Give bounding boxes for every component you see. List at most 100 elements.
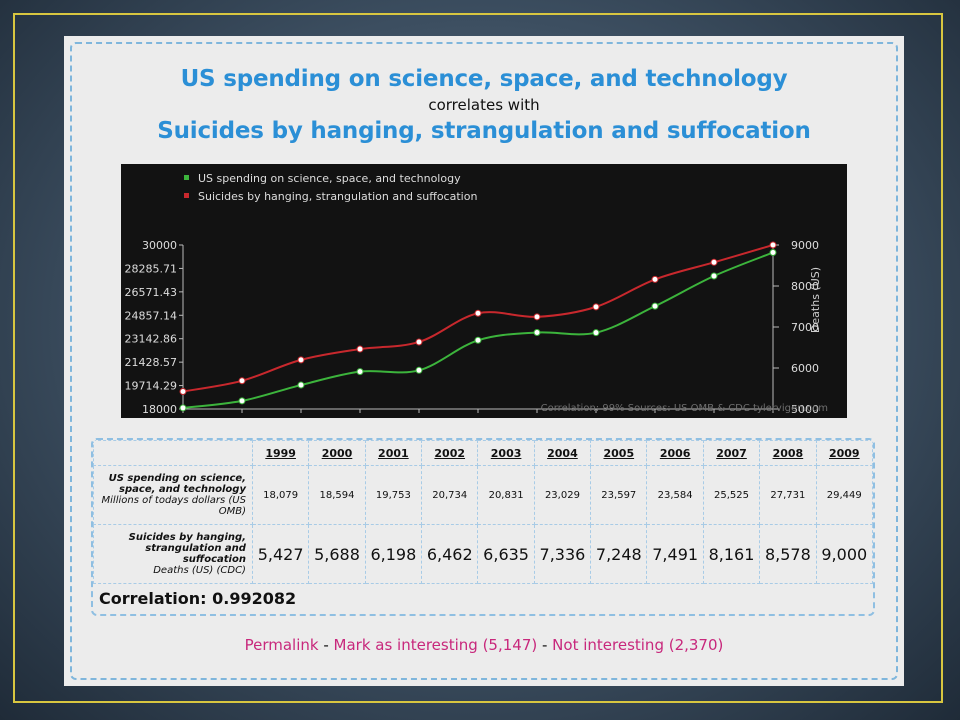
mark-interesting-link[interactable]: Mark as interesting (5,147) [333, 636, 538, 654]
chart-footer: Correlation: 99% Sources: US OMB & CDC t… [541, 403, 828, 414]
left-tick-label: 21428.57 [125, 356, 178, 369]
data-point-spending [592, 329, 600, 337]
chart-background [121, 164, 847, 418]
slide-frame [13, 13, 943, 703]
title-line-1: US spending on science, space, and techn… [180, 66, 788, 92]
data-point-spending [533, 329, 541, 337]
spending-value-cell: 18,079 [251, 465, 310, 525]
suicides-value-cell: 6,198 [364, 524, 423, 584]
legend-label-suicides: Suicides by hanging, strangulation and s… [198, 190, 477, 203]
link-separator-2: - [537, 636, 553, 654]
permalink-link[interactable]: Permalink [244, 636, 319, 654]
x-tick-label: 2009 [759, 417, 787, 418]
x-tick-label: 2002 [346, 417, 374, 418]
x-tick-label: 2001 [287, 417, 315, 418]
x-tick-label: 2000 [228, 417, 256, 418]
data-point-spending [474, 336, 482, 344]
x-tick-label: 1999 [169, 417, 197, 418]
table-row-suicides: Suicides by hanging, strangulation and s… [93, 524, 873, 584]
data-point-suicides [297, 356, 305, 364]
data-point-spending [415, 366, 423, 374]
data-point-spending [356, 368, 364, 376]
right-tick-label: 6000 [791, 362, 819, 375]
suicides-value-cell: 8,578 [759, 524, 817, 584]
suicides-value-cell: 7,491 [646, 524, 704, 584]
suicides-value-cell: 6,462 [421, 524, 479, 584]
table-year-header: 2001 [364, 440, 423, 466]
right-tick-label: 7000 [791, 321, 819, 334]
chart-svg: US spending on science, space, and techn… [121, 164, 847, 430]
suicides-value-cell: 9,000 [815, 524, 873, 584]
footer-links: Permalink - Mark as interesting (5,147) … [64, 636, 904, 654]
x-tick-label: 2003 [405, 417, 433, 418]
data-point-suicides [651, 275, 659, 283]
data-point-spending [710, 272, 718, 280]
row-unit-spending: Millions of todays dollars (US OMB) [101, 495, 246, 517]
x-tick-label: 2008 [700, 417, 728, 418]
title-line-3: Suicides by hanging, strangulation and s… [157, 118, 811, 144]
table-row-spending: US spending on science, space, and techn… [93, 465, 873, 525]
x-tick-label: 2004 [464, 417, 492, 418]
chart: US spending on science, space, and techn… [121, 164, 847, 430]
data-point-suicides [592, 303, 600, 311]
row-label-suicides-text: Suicides by hanging, strangulation and s… [128, 532, 246, 565]
table-year-header: 2007 [702, 440, 761, 466]
left-tick-label: 28285.71 [125, 262, 178, 275]
spending-value-cell: 27,731 [759, 465, 817, 525]
data-point-suicides [238, 377, 246, 385]
right-tick-label: 5000 [791, 403, 819, 416]
spending-value-cell: 25,525 [702, 465, 761, 525]
row-label-spending-text: US spending on science, space, and techn… [108, 473, 246, 495]
suicides-value-cell: 5,427 [251, 524, 310, 584]
spending-value-cell: 18,594 [308, 465, 366, 525]
correlation-value: Correlation: 0.992082 [99, 589, 297, 608]
right-axis-label: Deaths (US) [809, 267, 822, 333]
left-tick-label: 26571.43 [125, 286, 178, 299]
x-tick-label: 2005 [523, 417, 551, 418]
table-year-header: 2004 [533, 440, 592, 466]
data-point-spending [651, 302, 659, 310]
spending-value-cell: 23,584 [646, 465, 704, 525]
x-tick-label: 2007 [641, 417, 669, 418]
table-year-header: 2002 [421, 440, 479, 466]
data-point-suicides [769, 241, 777, 249]
legend-swatch-spending [184, 175, 189, 180]
data-point-spending [297, 381, 305, 389]
right-tick-label: 8000 [791, 280, 819, 293]
suicides-value-cell: 5,688 [308, 524, 366, 584]
legend-swatch-suicides [184, 193, 189, 198]
row-label-suicides: Suicides by hanging, strangulation and s… [93, 524, 253, 584]
data-point-suicides [356, 345, 364, 353]
data-point-spending [179, 404, 187, 412]
row-unit-suicides: Deaths (US) (CDC) [153, 565, 246, 576]
left-tick-label: 19714.29 [125, 380, 178, 393]
data-point-suicides [474, 309, 482, 317]
row-label-spending: US spending on science, space, and techn… [93, 465, 253, 525]
spending-value-cell: 23,597 [590, 465, 648, 525]
data-point-suicides [179, 387, 187, 395]
data-table-grid: 1999 2000 2001 2002 2003 2004 2005 2006 2007 2008… [93, 440, 873, 584]
spending-value-cell: 29,449 [815, 465, 873, 525]
chart-legend: US spending on science, space, and techn… [184, 172, 477, 203]
suicides-value-cell: 7,336 [533, 524, 592, 584]
data-point-spending [769, 249, 777, 257]
left-tick-label: 23142.86 [125, 333, 178, 346]
table-year-header: 2006 [646, 440, 704, 466]
data-point-spending [238, 397, 246, 405]
suicides-value-cell: 7,248 [590, 524, 648, 584]
data-point-suicides [533, 313, 541, 321]
table-year-header: 2000 [308, 440, 366, 466]
data-table: 1999 2000 2001 2002 2003 2004 2005 2006 2007 2008… [91, 438, 875, 616]
right-tick-label: 9000 [791, 239, 819, 252]
legend-label-spending: US spending on science, space, and techn… [198, 172, 461, 185]
spending-value-cell: 20,831 [477, 465, 535, 525]
table-year-header: 2008 [759, 440, 817, 466]
content-card: US spending on science, space, and techn… [64, 36, 904, 686]
table-header-row: 1999 2000 2001 2002 2003 2004 2005 2006 2007 2008… [93, 440, 873, 466]
x-tick-label: 2006 [582, 417, 610, 418]
title-line-2: correlates with [428, 96, 540, 114]
suicides-value-cell: 6,635 [477, 524, 535, 584]
not-interesting-link[interactable]: Not interesting (2,370) [552, 636, 724, 654]
data-point-suicides [415, 338, 423, 346]
left-tick-label: 30000 [142, 239, 177, 252]
